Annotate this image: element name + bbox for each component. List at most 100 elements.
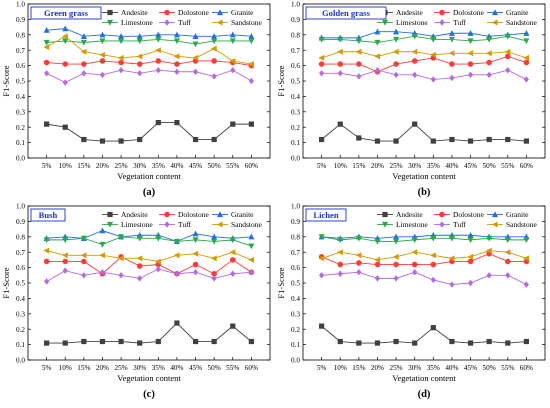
data-point-dolostone	[174, 61, 180, 67]
data-point-limestone	[192, 41, 199, 48]
legend-label: Granite	[506, 210, 529, 219]
x-tick-label: 5%	[42, 162, 52, 170]
series-line-dolostone	[321, 55, 527, 73]
data-point-granite	[118, 33, 125, 39]
data-point-limestone	[448, 235, 455, 242]
legend-label: Dolostone	[178, 210, 210, 219]
legend-label: Tuff	[178, 18, 191, 27]
data-point-limestone	[118, 38, 125, 45]
y-tick-label: 0.8	[16, 31, 25, 39]
legend-label: Andesite	[396, 8, 423, 17]
data-point-dolostone	[356, 260, 362, 266]
y-tick-label: 0.6	[16, 62, 25, 70]
data-point-sandstone	[80, 48, 87, 55]
data-point-andesite	[192, 136, 199, 143]
data-point-dolostone	[356, 61, 362, 67]
data-point-limestone	[99, 38, 106, 45]
data-point-andesite	[523, 338, 529, 345]
legend-label: Granite	[231, 8, 254, 17]
data-point-limestone	[211, 38, 218, 45]
legend-marker	[382, 221, 388, 228]
y-tick-label: 0.9	[16, 218, 25, 226]
x-tick-label: 40%	[170, 364, 183, 372]
series-line-sandstone	[321, 250, 527, 261]
x-tick-label: 60%	[520, 162, 533, 170]
data-point-limestone	[155, 36, 162, 43]
data-point-andesite	[99, 138, 106, 144]
data-point-limestone	[411, 237, 418, 244]
data-point-tuff	[62, 267, 68, 274]
data-point-sandstone	[62, 33, 68, 40]
y-tick-label: 0.5	[291, 280, 300, 288]
legend-marker	[216, 221, 223, 228]
data-point-limestone	[318, 36, 325, 43]
legend-label: Dolostone	[453, 8, 485, 17]
data-point-limestone	[337, 36, 344, 43]
series-line-limestone	[321, 236, 527, 242]
x-tick-label: 15%	[352, 162, 365, 170]
data-point-sandstone	[374, 256, 381, 263]
data-point-limestone	[80, 39, 87, 46]
data-point-andesite	[174, 119, 180, 126]
data-point-limestone	[136, 38, 143, 45]
data-point-andesite	[137, 340, 143, 346]
data-point-tuff	[393, 71, 399, 79]
legend-label: Dolostone	[453, 210, 485, 219]
data-point-limestone	[211, 238, 218, 245]
chart-panel-2: 0.0 0.1 0.2 0.3 0.4 0.5 0.6 0.7 0.8 0.9 1.0 5% 10% 15…	[276, 1, 546, 198]
series-line-sandstone	[46, 35, 252, 65]
data-point-sandstone	[136, 53, 143, 60]
data-point-limestone	[448, 36, 455, 43]
data-point-limestone	[430, 36, 437, 43]
data-point-granite	[248, 233, 255, 240]
x-tick-label: 25%	[389, 364, 402, 372]
x-tick-label: 5%	[42, 364, 52, 372]
data-point-granite	[99, 31, 106, 38]
data-point-tuff	[230, 270, 236, 277]
data-point-limestone	[337, 237, 344, 244]
data-point-sandstone	[173, 53, 180, 60]
legend-marker	[107, 211, 113, 218]
data-point-limestone	[229, 38, 236, 45]
data-point-tuff	[319, 272, 325, 279]
data-point-andesite	[248, 338, 254, 345]
data-point-dolostone	[486, 59, 492, 66]
y-tick-label: 0.4	[16, 93, 25, 101]
data-point-andesite	[81, 338, 87, 345]
data-point-andesite	[467, 340, 474, 346]
data-point-dolostone	[81, 61, 87, 67]
y-tick-label: 0.0	[16, 155, 25, 163]
data-point-tuff	[211, 275, 217, 282]
legend-label: Dolostone	[178, 8, 210, 17]
data-point-granite	[467, 232, 474, 238]
data-point-dolostone	[504, 53, 511, 60]
data-point-tuff	[81, 70, 87, 77]
series-line-andesite	[46, 122, 252, 142]
data-point-sandstone	[485, 247, 492, 254]
legend-marker	[217, 211, 223, 218]
x-tick-label: 5%	[317, 162, 327, 170]
y-tick-label: 0.4	[291, 93, 300, 101]
x-tick-label: 30%	[133, 364, 146, 372]
data-point-granite	[192, 33, 199, 39]
plot-frame	[302, 205, 546, 361]
x-tick-label: 40%	[445, 364, 458, 372]
x-tick-label: 10%	[334, 162, 347, 170]
data-point-limestone	[486, 235, 493, 242]
data-point-andesite	[118, 338, 124, 345]
x-axis-label: Vegetation content	[117, 373, 181, 383]
legend-marker	[164, 221, 170, 228]
data-point-limestone	[99, 241, 106, 248]
data-point-andesite	[356, 340, 362, 346]
x-tick-label: 45%	[189, 364, 202, 372]
data-point-dolostone	[43, 59, 50, 66]
data-point-tuff	[174, 270, 180, 277]
legend-label: Limestone	[121, 220, 153, 229]
data-point-tuff	[137, 275, 143, 282]
data-point-sandstone	[392, 48, 399, 55]
y-tick-label: 1.0	[291, 203, 300, 211]
data-point-sandstone	[337, 48, 343, 55]
series-line-dolostone	[46, 256, 252, 275]
data-point-sandstone	[229, 249, 236, 256]
data-point-andesite	[393, 138, 399, 144]
